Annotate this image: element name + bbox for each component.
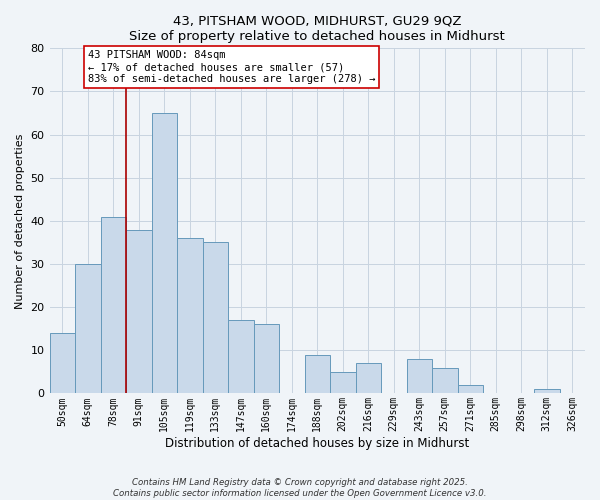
Bar xyxy=(534,389,560,394)
Bar xyxy=(203,242,228,394)
Bar xyxy=(254,324,279,394)
Bar xyxy=(356,363,381,394)
Bar xyxy=(458,385,483,394)
X-axis label: Distribution of detached houses by size in Midhurst: Distribution of detached houses by size … xyxy=(165,437,469,450)
Bar xyxy=(407,359,432,394)
Bar xyxy=(177,238,203,394)
Bar xyxy=(50,333,75,394)
Bar xyxy=(152,113,177,394)
Bar xyxy=(432,368,458,394)
Bar xyxy=(75,264,101,394)
Bar xyxy=(228,320,254,394)
Text: 43 PITSHAM WOOD: 84sqm
← 17% of detached houses are smaller (57)
83% of semi-det: 43 PITSHAM WOOD: 84sqm ← 17% of detached… xyxy=(88,50,375,84)
Bar xyxy=(330,372,356,394)
Bar xyxy=(126,230,152,394)
Title: 43, PITSHAM WOOD, MIDHURST, GU29 9QZ
Size of property relative to detached house: 43, PITSHAM WOOD, MIDHURST, GU29 9QZ Siz… xyxy=(130,15,505,43)
Bar xyxy=(305,354,330,394)
Y-axis label: Number of detached properties: Number of detached properties xyxy=(15,133,25,308)
Text: Contains HM Land Registry data © Crown copyright and database right 2025.
Contai: Contains HM Land Registry data © Crown c… xyxy=(113,478,487,498)
Bar xyxy=(101,216,126,394)
